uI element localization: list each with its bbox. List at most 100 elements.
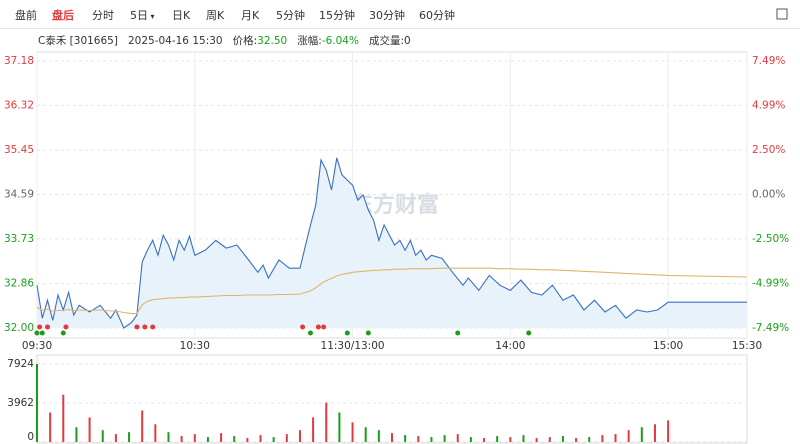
tab[interactable]: 15分钟 [319,9,355,22]
price: 32.50 [257,35,288,47]
x-tick-label: 15:00 [653,340,683,352]
volume-tick-label: 3962 [7,397,34,409]
volume-bar [62,394,65,442]
volume-bar [483,438,486,442]
price-line [36,157,747,329]
y-tick-label: 36.32 [4,99,34,111]
change-label: 涨幅: [297,35,322,47]
volume-bar [233,436,236,442]
y-tick-label: 33.73 [4,233,34,245]
y-tick-label: 37.18 [4,55,34,67]
signal-dot [315,324,321,330]
y2-tick-label: 2.50% [752,144,785,156]
signal-dot [39,330,45,336]
tab[interactable]: 60分钟 [419,9,455,22]
volume-bar [167,432,170,442]
volume-bar [417,436,420,442]
volume-bar [588,437,591,442]
volume-bar [443,435,446,442]
signal-dot [300,324,306,330]
x-tick-label: 14:00 [495,340,525,352]
volume-bar [667,420,670,442]
signal-dot [344,330,350,336]
signal-dot [34,330,40,336]
volume-bar [220,433,223,442]
volume-bar [522,435,525,442]
signal-dot [307,330,313,336]
y2-tick-label: 7.49% [752,55,785,67]
volume-bar [640,427,643,442]
average-line [36,267,748,315]
volume-bar [469,437,472,442]
volume-bar [259,435,262,442]
change: -6.04% [321,35,359,47]
volume-bar [312,417,315,442]
volume-bar [246,438,249,442]
volume-bar [351,422,354,442]
volume-bar [272,437,275,442]
volume-bar [601,435,604,442]
volume-bar [456,434,459,442]
volume-bar [561,436,564,442]
tab[interactable]: 盘前 [15,9,37,22]
signal-dot [45,324,51,330]
y2-tick-label: 4.99% [752,100,785,112]
stock-name: C泰禾 [301665] [38,35,118,47]
tab[interactable]: 5日 ▾ [130,9,155,22]
price-label: 价格: [232,35,258,47]
y2-tick-label: -2.50% [752,233,789,245]
volume-bar [496,436,499,442]
volume-bar [325,402,328,442]
volume-bar [49,412,52,442]
tab[interactable]: 5分钟 [276,9,305,22]
volume-label: 成交量: [368,35,404,47]
volume-bar [548,437,551,442]
price-frame [36,51,748,339]
tab[interactable]: 30分钟 [369,9,405,22]
volume-bar [101,430,104,442]
volume-bar [338,412,341,442]
y-tick-label: 32.86 [4,278,34,290]
x-tick-label: 09:30 [22,340,52,352]
price-area [37,157,747,328]
x-tick-label: 15:30 [732,340,762,352]
x-tick-label: 10:30 [180,340,210,352]
signal-dot [526,330,532,336]
y2-tick-label: -4.99% [752,277,789,289]
tab[interactable]: 月K [241,9,260,22]
volume-bar [114,434,117,442]
signal-dot [37,324,43,330]
y-tick-label: 34.59 [4,189,34,201]
volume-bar [154,424,157,442]
tab[interactable]: 盘后 [52,9,74,22]
signal-dot [365,330,371,336]
x-tick-label: 11:30/13:00 [321,340,385,352]
volume-bar [430,437,433,442]
volume-bar [180,436,183,442]
volume-bar [128,432,131,442]
volume-bar [627,430,630,442]
volume-tick-label: 0 [27,431,34,443]
signal-dot [134,324,140,330]
datetime: 2025-04-16 15:30 [127,35,223,47]
volume-bar [285,434,288,442]
y2-tick-label: -7.49% [752,322,789,334]
volume-tick-label: 7924 [7,358,34,370]
volume-bar [535,438,538,442]
volume-bar [298,430,301,442]
volume-bar [141,410,144,442]
volume-bar [75,427,78,442]
y-tick-label: 35.45 [4,144,34,156]
volume-bar [206,437,209,442]
signal-dot [63,324,69,330]
volume-bar [193,434,196,442]
tab-bar: 盘前 盘后 分时 5日 ▾ 日K 周K 月K 5分钟 15分钟 30分钟 60分钟 [0,0,800,29]
tab[interactable]: 分时 [92,9,114,22]
tab[interactable]: 周K [206,9,225,22]
tab[interactable]: 日K [172,9,191,22]
volume-bar [377,430,380,442]
signal-dot [321,324,327,330]
volume-bar [509,437,512,442]
